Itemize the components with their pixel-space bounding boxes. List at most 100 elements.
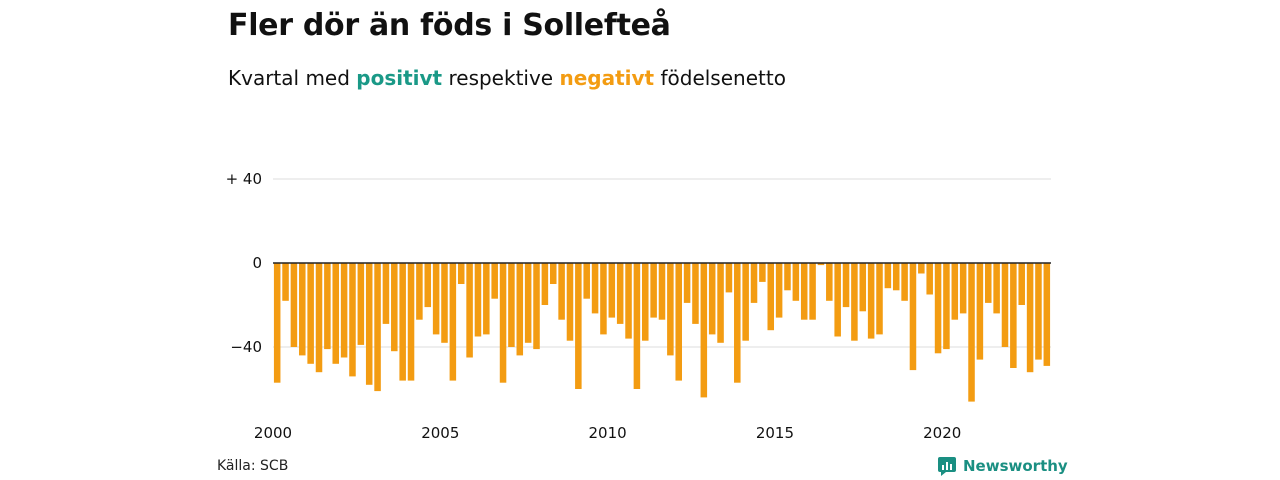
data-bar — [792, 263, 800, 301]
data-bar — [449, 263, 457, 381]
newsworthy-logo-icon — [938, 457, 956, 476]
data-bar — [742, 263, 749, 341]
data-bar — [424, 263, 432, 308]
data-bar — [800, 263, 808, 320]
data-bar — [633, 263, 641, 389]
data-bar — [1043, 263, 1051, 366]
data-bar — [1018, 263, 1025, 305]
data-bar — [349, 263, 356, 377]
data-bar — [934, 263, 942, 354]
data-bar — [583, 263, 590, 299]
data-bar — [951, 263, 959, 320]
data-bar — [340, 263, 348, 358]
data-bar — [918, 263, 925, 274]
data-bar — [483, 263, 490, 335]
data-bar — [759, 263, 766, 282]
data-bar — [391, 263, 398, 352]
data-bar — [307, 263, 314, 364]
data-bar — [876, 263, 883, 335]
data-bar — [884, 263, 892, 289]
data-bar — [474, 263, 482, 337]
data-bar — [867, 263, 875, 339]
y-tick-label: −40 — [230, 338, 262, 356]
data-bar — [533, 263, 540, 350]
data-bar — [734, 263, 741, 383]
data-bar — [365, 263, 373, 385]
data-bar — [809, 263, 816, 320]
data-bar — [901, 263, 908, 301]
data-bar — [892, 263, 900, 291]
data-bar — [767, 263, 775, 331]
data-bar — [642, 263, 649, 341]
data-bar — [432, 263, 440, 335]
data-bar — [541, 263, 549, 305]
data-bar — [616, 263, 624, 324]
data-bar — [625, 263, 632, 339]
x-tick-label: 2005 — [421, 424, 459, 442]
data-bar — [1035, 263, 1042, 360]
data-bar — [725, 263, 733, 293]
data-bar — [842, 263, 850, 308]
data-bar — [1026, 263, 1034, 373]
data-bar — [407, 263, 415, 381]
chart-title: Fler dör än föds i Sollefteå — [228, 8, 671, 43]
data-bar — [959, 263, 967, 314]
data-bar — [817, 263, 825, 266]
data-bar — [491, 263, 498, 299]
brand-name: Newsworthy — [963, 457, 1068, 475]
data-bar — [466, 263, 473, 358]
data-bar — [667, 263, 674, 356]
data-bar — [315, 263, 323, 373]
x-tick-label: 2015 — [756, 424, 794, 442]
data-bar — [558, 263, 565, 320]
data-bar — [859, 263, 867, 312]
data-bar — [399, 263, 406, 381]
data-bar — [717, 263, 724, 343]
data-bar — [382, 263, 390, 324]
bars-layer — [273, 263, 1051, 402]
data-bar — [750, 263, 758, 303]
data-bar — [834, 263, 841, 337]
data-bar — [332, 263, 340, 364]
y-tick-label: + 40 — [226, 170, 262, 188]
subtitle-prefix: Kvartal med — [228, 66, 357, 90]
data-bar — [499, 263, 507, 383]
data-bar — [700, 263, 708, 398]
data-bar — [650, 263, 657, 318]
x-tick-label: 2020 — [923, 424, 961, 442]
data-bar — [658, 263, 666, 320]
data-bar — [976, 263, 984, 360]
data-bar — [516, 263, 524, 356]
data-bar — [826, 263, 833, 301]
data-bar — [457, 263, 465, 284]
data-bar — [357, 263, 365, 345]
data-bar — [524, 263, 532, 343]
data-bar — [909, 263, 917, 371]
data-bar — [708, 263, 716, 335]
data-bar — [416, 263, 423, 320]
data-bar — [299, 263, 306, 356]
subtitle-suffix: födelsenetto — [654, 66, 786, 90]
data-bar — [943, 263, 950, 350]
brand-logo[interactable]: Newsworthy — [937, 456, 1068, 476]
data-bar — [683, 263, 691, 303]
x-tick-label: 2000 — [254, 424, 292, 442]
data-bar — [374, 263, 381, 392]
data-bar — [608, 263, 616, 318]
subtitle-negative-keyword: negativt — [559, 66, 655, 90]
data-bar — [968, 263, 975, 402]
data-bar — [273, 263, 281, 383]
y-tick-label: 0 — [252, 254, 262, 272]
data-bar — [566, 263, 574, 341]
data-bar — [290, 263, 298, 347]
data-bar — [784, 263, 791, 291]
data-bar — [282, 263, 289, 301]
x-tick-label: 2010 — [589, 424, 627, 442]
data-bar — [984, 263, 992, 303]
source-note: Källa: SCB — [217, 458, 289, 474]
data-bar — [600, 263, 607, 335]
data-bar — [441, 263, 448, 343]
axis-layer: + 40 0 −40 2000 2005 2010 2015 2020 — [226, 170, 1051, 442]
data-bar — [508, 263, 515, 347]
